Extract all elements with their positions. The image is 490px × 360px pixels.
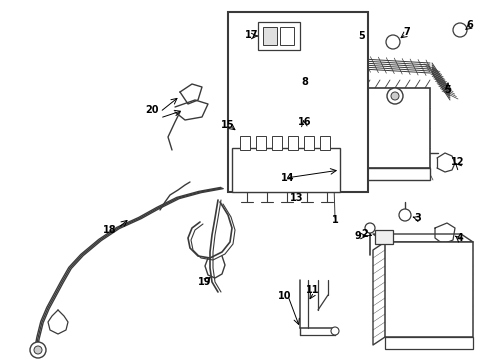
Bar — [228, 12, 368, 192]
Bar — [288, 136, 298, 150]
Bar — [320, 88, 430, 168]
Circle shape — [312, 79, 324, 91]
Bar — [304, 136, 314, 150]
Text: 13: 13 — [290, 193, 304, 203]
Bar — [258, 22, 300, 50]
Circle shape — [365, 223, 375, 233]
Bar — [240, 136, 250, 150]
Text: 16: 16 — [298, 117, 312, 127]
Bar — [375, 230, 393, 244]
Circle shape — [331, 327, 339, 335]
Circle shape — [337, 88, 353, 104]
Text: 11: 11 — [306, 285, 320, 295]
Bar — [385, 242, 473, 337]
Text: 20: 20 — [145, 105, 159, 115]
Text: 2: 2 — [362, 229, 368, 239]
Text: 19: 19 — [198, 277, 212, 287]
Bar — [320, 168, 430, 180]
Circle shape — [399, 209, 411, 221]
Text: 5: 5 — [444, 85, 451, 95]
Text: 1: 1 — [332, 215, 339, 225]
Circle shape — [30, 342, 46, 358]
Circle shape — [387, 88, 403, 104]
Text: 10: 10 — [278, 291, 292, 301]
Text: 12: 12 — [451, 157, 465, 167]
Bar — [256, 136, 266, 150]
Bar — [232, 148, 340, 192]
Bar — [320, 136, 330, 150]
Circle shape — [453, 23, 467, 37]
Circle shape — [391, 92, 399, 100]
Text: 9: 9 — [355, 231, 362, 241]
Bar — [263, 27, 277, 45]
Text: 8: 8 — [301, 77, 308, 87]
Text: 4: 4 — [457, 233, 464, 243]
Bar — [280, 27, 294, 45]
Text: 17: 17 — [245, 30, 259, 40]
Text: 3: 3 — [415, 213, 421, 223]
Text: 5: 5 — [359, 31, 366, 41]
Bar — [272, 136, 282, 150]
Text: 7: 7 — [404, 27, 411, 37]
Circle shape — [34, 346, 42, 354]
Text: 14: 14 — [281, 173, 295, 183]
Circle shape — [341, 92, 349, 100]
Bar — [385, 337, 473, 349]
Text: 6: 6 — [466, 20, 473, 30]
Circle shape — [309, 76, 327, 94]
Text: 15: 15 — [221, 120, 235, 130]
Text: 18: 18 — [103, 225, 117, 235]
Circle shape — [386, 35, 400, 49]
